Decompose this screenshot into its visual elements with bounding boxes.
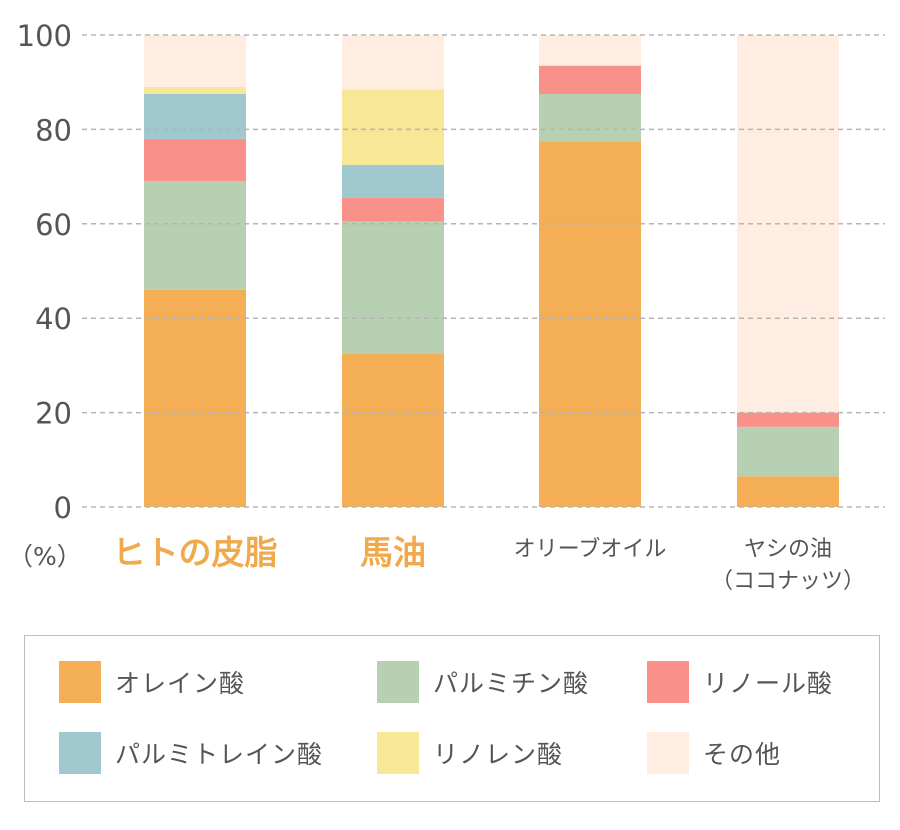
legend-label: パルミチン酸 xyxy=(433,669,590,698)
legend-swatch xyxy=(377,661,419,703)
bar-segment-2-2 xyxy=(539,65,641,94)
y-tick-label-20: 20 xyxy=(35,397,72,431)
legend-label: リノレン酸 xyxy=(433,740,564,769)
y-tick-label-0: 0 xyxy=(54,491,72,525)
legend-item-5: その他 xyxy=(647,732,781,774)
bar-segment-0-3 xyxy=(144,94,246,139)
bars xyxy=(82,34,885,508)
legend-label: パルミトレイン酸 xyxy=(115,740,324,769)
bar-segment-2-1 xyxy=(539,94,641,142)
x-category-label-1: 馬油 xyxy=(360,533,426,572)
bar-segment-0-1 xyxy=(144,181,246,290)
bar-segment-1-2 xyxy=(342,197,444,222)
x-category-sublabel-3: （ココナッツ） xyxy=(711,569,865,594)
legend-label: オレイン酸 xyxy=(115,669,246,698)
bar-segment-1-1 xyxy=(342,221,444,354)
bar-segment-2-5 xyxy=(539,35,641,66)
legend-swatch xyxy=(647,732,689,774)
y-tick-label-60: 60 xyxy=(35,208,72,242)
y-axis-ticks: 0 20 40 60 80 100 xyxy=(17,19,72,525)
bar-segment-0-0 xyxy=(144,289,246,507)
y-tick-label-100: 100 xyxy=(17,19,72,53)
bar-segment-0-2 xyxy=(144,138,246,182)
bar-segment-0-5 xyxy=(144,35,246,87)
x-category-label-2: オリーブオイル xyxy=(514,537,667,562)
bar-segment-3-2 xyxy=(737,412,839,427)
y-tick-label-40: 40 xyxy=(35,302,72,336)
legend-label: リノール酸 xyxy=(703,669,834,698)
bar-segment-1-4 xyxy=(342,89,444,165)
bar-segment-3-0 xyxy=(737,476,839,507)
bar-segment-3-1 xyxy=(737,426,839,477)
x-category-label-3: ヤシの油 xyxy=(744,537,832,562)
legend-swatch xyxy=(647,661,689,703)
legend-swatch xyxy=(377,732,419,774)
stacked-bar-chart: 0 20 40 60 80 100 ヒトの皮脂 馬油 オリーブオイル ヤシの油 （ココナッツ） （… xyxy=(8,19,885,594)
x-category-label-0: ヒトの皮脂 xyxy=(113,533,278,572)
x-axis-labels: ヒトの皮脂 馬油 オリーブオイル ヤシの油 （ココナッツ） xyxy=(113,533,866,594)
legend-swatch xyxy=(59,732,101,774)
legend-item-2: リノール酸 xyxy=(647,661,833,703)
legend-item-3: パルミトレイン酸 xyxy=(59,732,323,774)
legend-label: その他 xyxy=(703,740,782,769)
bar-segment-1-3 xyxy=(342,164,444,198)
bar-segment-1-5 xyxy=(342,35,444,90)
legend-item-0: オレイン酸 xyxy=(59,661,245,703)
legend: オレイン酸 パルミチン酸 リノール酸パルミトレイン酸 リノレン酸 その他 xyxy=(24,635,880,802)
y-unit-label: （%） xyxy=(8,542,82,571)
bar-segment-1-0 xyxy=(342,353,444,507)
legend-swatch xyxy=(59,661,101,703)
legend-item-4: リノレン酸 xyxy=(377,732,563,774)
legend-item-1: パルミチン酸 xyxy=(377,661,589,703)
bar-segment-0-4 xyxy=(144,86,246,94)
bar-segment-2-0 xyxy=(539,141,641,507)
y-tick-label-80: 80 xyxy=(35,113,72,147)
